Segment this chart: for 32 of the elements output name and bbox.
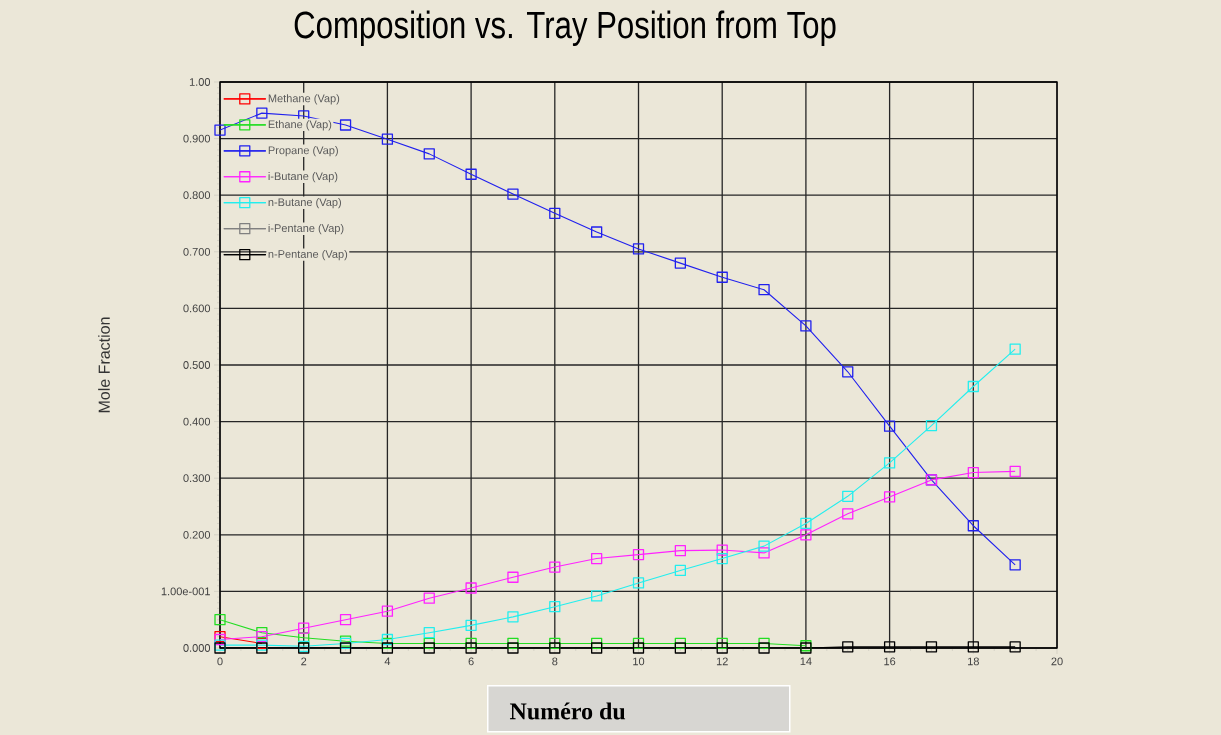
x-tick-label: 18 — [968, 657, 979, 666]
y-axis-title: Mole Fraction — [98, 317, 110, 413]
x-tick-label: 20 — [1051, 657, 1063, 666]
legend-label: Methane (Vap) — [268, 94, 340, 105]
y-tick-label: 0.500 — [183, 361, 211, 369]
y-tick-label: 0.600 — [183, 304, 211, 313]
x-tick-label: 4 — [384, 657, 391, 666]
y-tick-label: 0.200 — [183, 530, 211, 539]
legend-label: Propane (Vap) — [268, 146, 338, 157]
x-tick-label: 14 — [800, 657, 812, 666]
y-tick-label: 0.900 — [183, 134, 211, 143]
x-axis-title: Numéro du — [509, 702, 626, 720]
y-tick-label: 1.00e-001 — [161, 587, 210, 596]
x-tick-label: 12 — [716, 657, 728, 666]
y-tick-label: 0.400 — [183, 417, 211, 426]
legend-label: i-Butane (Vap) — [268, 172, 338, 183]
chart-title: Composition vs. Tray Position from Top — [294, 10, 836, 46]
y-tick-label: 0.800 — [183, 191, 211, 200]
x-tick-label: 16 — [884, 657, 896, 666]
y-tick-label: 0.700 — [183, 247, 211, 256]
x-tick-label: 8 — [552, 657, 558, 666]
y-tick-label: 0.000 — [183, 644, 211, 652]
legend-label: n-Butane (Vap) — [268, 197, 341, 209]
x-tick-label: 6 — [468, 657, 474, 666]
x-tick-label: 0 — [217, 657, 223, 666]
y-tick-label: 0.300 — [183, 474, 211, 483]
legend-label: Ethane (Vap) — [268, 120, 332, 131]
x-tick-label: 2 — [301, 657, 307, 666]
legend-label: i-Pentane (Vap) — [268, 223, 344, 235]
legend-label: n-Pentane (Vap) — [268, 249, 348, 261]
x-tick-label: 10 — [633, 657, 645, 666]
y-tick-label: 1.00 — [189, 78, 211, 86]
